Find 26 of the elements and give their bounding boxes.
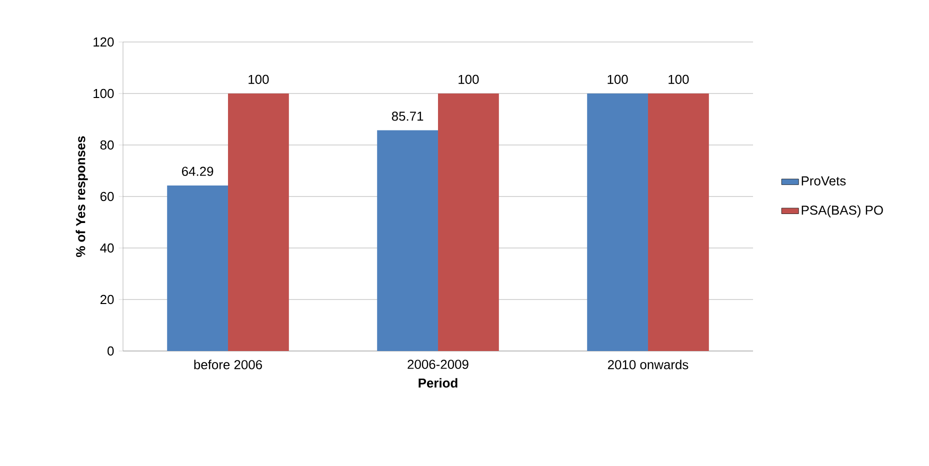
- bar: [438, 93, 499, 351]
- y-axis-title: % of Yes responses: [76, 136, 88, 257]
- data-label: 100: [608, 74, 628, 84]
- x-tick-label: before 2006: [194, 360, 262, 370]
- legend-label: PSA(BAS) PO: [802, 205, 883, 218]
- data-label: 100: [248, 74, 269, 84]
- bar: [167, 185, 228, 351]
- data-label: 100: [458, 74, 479, 84]
- x-tick-label: 2010 onwards: [608, 360, 688, 370]
- bar: [377, 130, 438, 351]
- y-tick-label: 100: [94, 88, 114, 98]
- legend-label: ProVets: [802, 176, 846, 186]
- bar: [648, 93, 709, 351]
- data-label: 64.29: [182, 166, 214, 176]
- x-tick-label: 2006-2009: [408, 360, 468, 369]
- y-tick-label: 80: [100, 140, 114, 150]
- y-tick-label: 120: [94, 37, 114, 47]
- data-label: 85.71: [392, 112, 424, 121]
- x-axis-title: Period: [418, 378, 458, 388]
- data-label: 100: [668, 74, 689, 84]
- y-tick-label: 0: [108, 346, 114, 356]
- y-tick-label: 60: [100, 192, 114, 202]
- bar: [587, 93, 648, 351]
- bar: [228, 93, 289, 351]
- y-tick-label: 20: [100, 294, 114, 304]
- y-tick-label: 40: [100, 243, 114, 253]
